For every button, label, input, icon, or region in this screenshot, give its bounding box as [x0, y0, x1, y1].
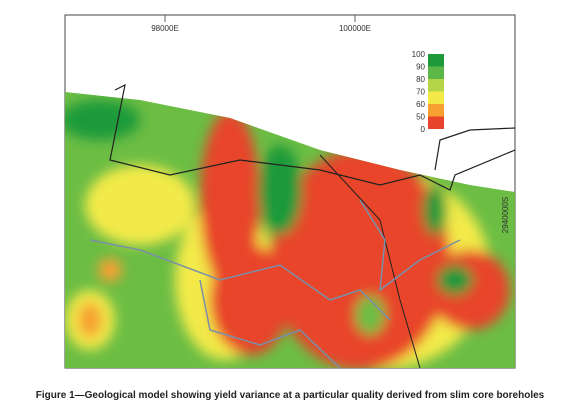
grid-label: 98000E — [151, 24, 179, 33]
legend-label: 0 — [421, 125, 426, 134]
legend-band — [428, 104, 444, 117]
grid-ticks — [164, 15, 356, 22]
legend-label: 50 — [416, 113, 425, 122]
caption: Figure 1—Geological model showing yield … — [36, 390, 545, 401]
legend-band — [428, 54, 444, 67]
grid-label: 100000E — [339, 24, 371, 33]
legend-label: 70 — [416, 88, 425, 97]
grid-label: 2940000S — [501, 197, 510, 233]
legend-label: 60 — [416, 100, 425, 109]
legend-label: 80 — [416, 75, 425, 84]
legend-label: 90 — [416, 63, 425, 72]
legend-label: 100 — [412, 50, 426, 59]
legend: 100 90 80 70 60 50 0 — [412, 50, 444, 134]
legend-band — [428, 116, 444, 129]
legend-band — [428, 91, 444, 104]
boundaries — [89, 83, 516, 369]
legend-band — [428, 66, 444, 79]
legend-band — [428, 79, 444, 92]
